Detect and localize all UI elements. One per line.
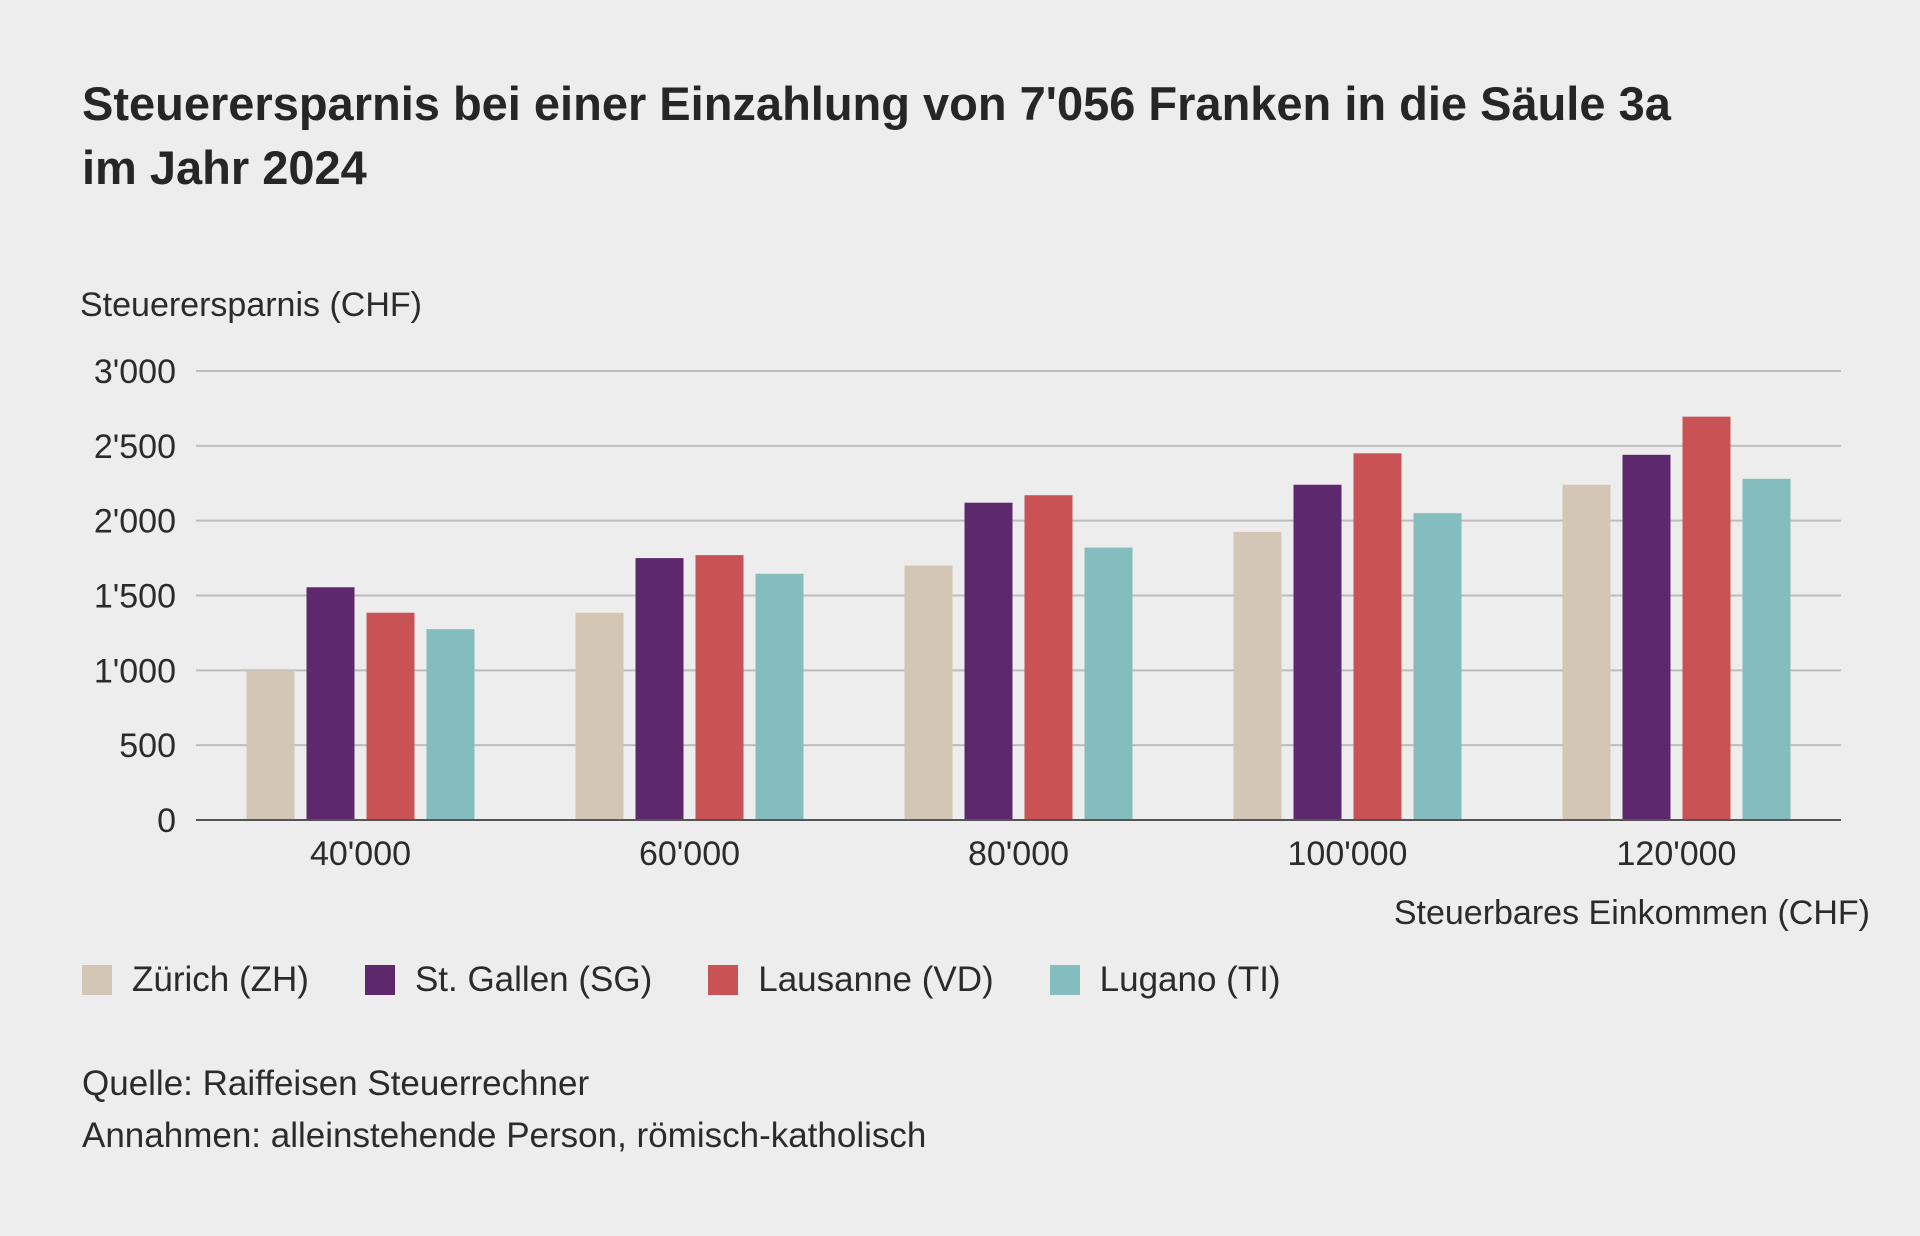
bar (1353, 453, 1402, 820)
x-tick-label: 40'000 (310, 835, 411, 873)
bar (306, 587, 355, 820)
assumptions-note: Annahmen: alleinstehende Person, römisch… (82, 1116, 927, 1155)
y-tick-label: 1'000 (94, 652, 176, 690)
chart-title: Steuerersparnis bei einer Einzahlung von… (82, 72, 1842, 200)
bar (904, 565, 953, 820)
x-axis-title: Steuerbares Einkommen (CHF) (1394, 894, 1870, 932)
y-tick-label: 500 (119, 727, 176, 765)
legend: Zürich (ZH) St. Gallen (SG) Lausanne (VD) L… (82, 958, 1337, 1002)
x-axis-ticks: 40'000 60'000 80'000 100'000 120'000 (310, 835, 1737, 873)
y-tick-label: 1'500 (94, 578, 176, 616)
legend-item: Zürich (ZH) (82, 960, 309, 1000)
legend-item: Lausanne (VD) (708, 960, 994, 1000)
bar (755, 573, 804, 820)
chart-title-line-1: Steuerersparnis bei einer Einzahlung von… (82, 77, 1671, 130)
x-tick-label: 80'000 (968, 835, 1069, 873)
bar (635, 558, 684, 820)
legend-label: Lugano (TI) (1099, 960, 1281, 999)
bar (1024, 495, 1073, 820)
bar (1562, 484, 1611, 820)
source-note: Quelle: Raiffeisen Steuerrechner (82, 1064, 590, 1103)
bar (1413, 513, 1462, 820)
legend-swatch (82, 965, 112, 995)
x-tick-label: 100'000 (1288, 835, 1408, 873)
bar (1233, 531, 1282, 820)
legend-swatch (708, 965, 739, 995)
bar (1742, 478, 1791, 820)
bar (1293, 484, 1342, 820)
legend-label: St. Gallen (SG) (414, 960, 653, 999)
footer-notes: Quelle: Raiffeisen Steuerrechner Annahme… (82, 1058, 926, 1162)
y-axis-ticks: 0 500 1'000 1'500 2'000 2'500 3'000 (94, 353, 176, 840)
x-tick-label: 120'000 (1617, 835, 1737, 873)
legend-swatch (1049, 965, 1080, 995)
x-tick-label: 60'000 (639, 835, 740, 873)
bar (1622, 454, 1671, 820)
legend-item: Lugano (TI) (1049, 960, 1281, 1000)
y-tick-label: 2'500 (94, 428, 176, 466)
bar (1084, 547, 1133, 820)
bar (964, 502, 1013, 820)
legend-label: Zürich (ZH) (132, 960, 309, 999)
legend-swatch (364, 965, 395, 995)
bar (1682, 416, 1731, 820)
y-axis-title: Steuerersparnis (CHF) (80, 286, 422, 324)
bar (426, 629, 475, 820)
bar (246, 670, 295, 820)
legend-item: St. Gallen (SG) (364, 960, 653, 1000)
y-tick-label: 0 (157, 802, 176, 840)
bars (246, 416, 1791, 820)
legend-label: Lausanne (VD) (758, 960, 994, 999)
chart-title-line-2: im Jahr 2024 (82, 141, 367, 194)
bar (575, 612, 624, 820)
bar-chart: Steuerersparnis (CHF) 0 500 1'000 1'500 2'00… (80, 286, 1870, 932)
bar (366, 612, 415, 820)
y-tick-label: 2'000 (94, 503, 176, 541)
y-tick-label: 3'000 (94, 353, 176, 391)
bar (695, 555, 744, 820)
